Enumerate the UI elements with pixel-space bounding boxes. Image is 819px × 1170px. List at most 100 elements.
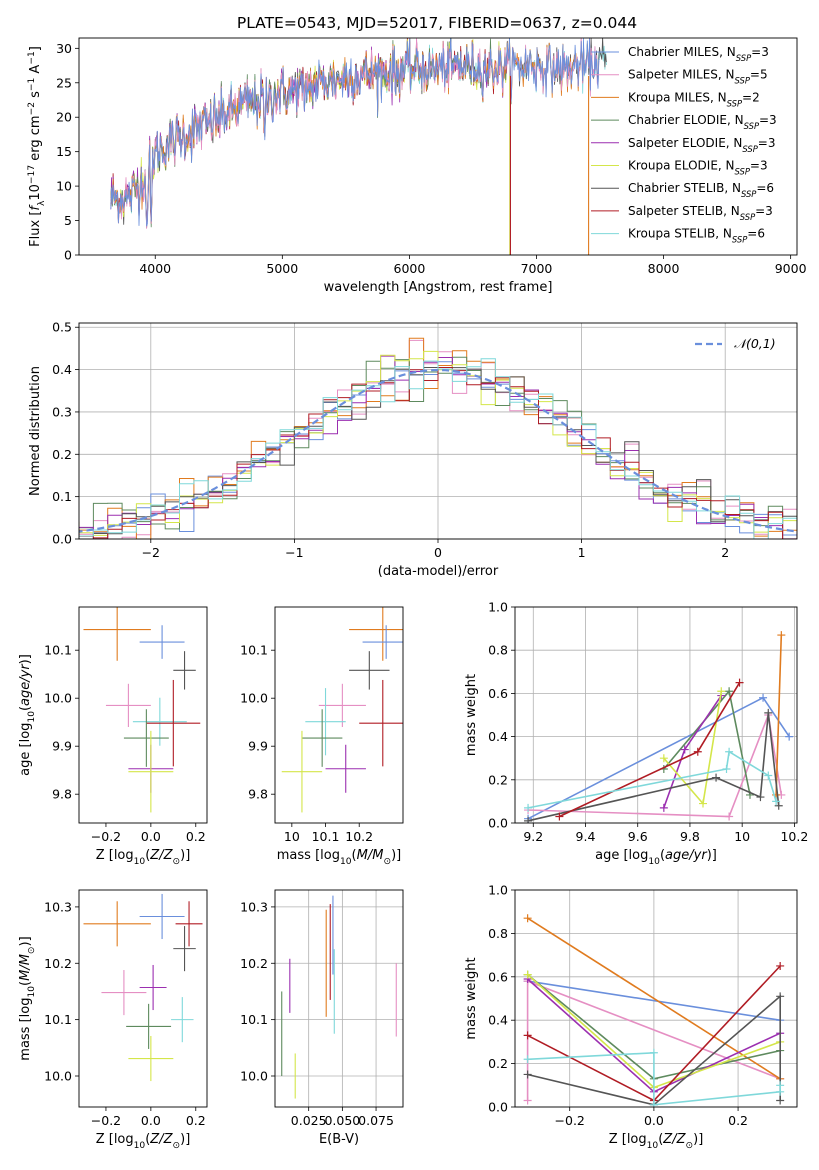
weight-marker — [523, 1031, 532, 1040]
legend-label: Kroupa STELIB, NSSP=6 — [628, 227, 765, 245]
x-axis-label: age [log10(age/yr)] — [595, 848, 717, 867]
x-axis-label: (data-model)/error — [378, 564, 499, 579]
x-tick-label: 10 — [734, 829, 750, 844]
y-axis-label: mass weight — [464, 957, 479, 1039]
weight-marker — [785, 732, 794, 741]
weight_vs_age-series — [524, 631, 794, 823]
grid — [275, 890, 403, 1107]
x-axis-label: wavelength [Angstrom, rest frame] — [324, 280, 553, 295]
legend-label: Chabrier STELIB, NSSP=6 — [628, 181, 774, 199]
weight-marker — [712, 773, 721, 782]
x-tick-label: 7000 — [521, 261, 553, 276]
normal-reference-curve — [79, 368, 797, 533]
x-tick-label: 0.0 — [141, 829, 161, 844]
weight-marker — [774, 801, 783, 810]
weight-line — [527, 1051, 782, 1106]
x-tick-label: −1 — [285, 545, 303, 560]
weight-marker — [722, 765, 731, 773]
y-tick-label: 0.4 — [52, 362, 72, 377]
weight-line — [775, 635, 783, 795]
weight-line — [527, 994, 782, 1106]
mass_vs_Z-points — [83, 893, 203, 1082]
y-tick-label: 10.0 — [44, 691, 72, 706]
age_vs_mass-points — [281, 607, 403, 813]
weight-marker — [717, 687, 726, 696]
weight-marker — [776, 961, 785, 970]
x-tick-label: 6000 — [394, 261, 426, 276]
weight-marker — [523, 1070, 532, 1079]
weight-marker — [659, 754, 668, 763]
spectrum-axes: 4000 5000 6000 7000 8000 9000 0 5 10 15 20 25 30 — [56, 41, 807, 276]
y-tick-label: 10 — [56, 179, 72, 194]
x-axis-label: E(B-V) — [319, 1132, 359, 1147]
y-tick-label: 0.8 — [488, 926, 508, 941]
x-tick-label: 2 — [721, 545, 729, 560]
y-axis-label: age [log10(age/yr)] — [18, 654, 37, 776]
y-tick-label: 10.2 — [240, 956, 268, 971]
weight-marker — [524, 803, 533, 812]
y-tick-label: 25 — [56, 75, 72, 90]
x-tick-label: 9.4 — [576, 829, 596, 844]
x-axis-label: Z [log10(Z/Z⊙)] — [609, 1132, 704, 1151]
weight-marker — [524, 816, 533, 823]
x-tick-label: 0.0 — [644, 1113, 664, 1128]
y-tick-label: 10.1 — [240, 643, 268, 658]
y-tick-label: 10.3 — [240, 899, 268, 914]
x-tick-label: 5000 — [266, 261, 298, 276]
weight-line — [528, 711, 783, 818]
age_vs_Z-points — [83, 607, 201, 813]
y-tick-label: 10.1 — [240, 1012, 268, 1027]
y-tick-label: 10.2 — [44, 956, 72, 971]
y-axis-label: mass [log10(M/M⊙)] — [18, 936, 37, 1060]
y-tick-label: 20 — [56, 110, 72, 125]
y-tick-label: 10.3 — [44, 899, 72, 914]
spectrum-series — [110, 38, 607, 222]
x-tick-label: 0.075 — [358, 1113, 394, 1128]
y-axis-label: Flux [fλ10−17 erg cm−2 s−1 A−1] — [27, 46, 47, 247]
mass_vs_Z-axes: −0.2 0.0 0.2 10.0 10.1 10.2 10.3 — [44, 899, 206, 1128]
y-tick-label: 5 — [64, 213, 72, 228]
x-tick-label: 9000 — [775, 261, 807, 276]
y-tick-label: 10.1 — [44, 643, 72, 658]
x-tick-label: 1 — [578, 545, 586, 560]
weight-line — [527, 980, 781, 1021]
y-tick-label: 0.0 — [488, 1100, 508, 1115]
x-tick-label: 10.2 — [780, 829, 808, 844]
y-tick-label: 10.1 — [44, 1012, 72, 1027]
weight-marker — [776, 1081, 785, 1090]
weight-line — [527, 712, 780, 822]
spectrum-legend: Chabrier MILES, NSSP=3 Salpeter MILES, NS… — [591, 45, 777, 245]
y-tick-label: 0.4 — [488, 1013, 508, 1028]
y-tick-label: 1.0 — [488, 600, 508, 615]
age_vs_Z-frame — [78, 606, 208, 824]
x-axis-label: Z [log10(Z/Z⊙)] — [96, 848, 191, 867]
y-tick-label: 0.0 — [52, 532, 72, 547]
x-axis-label: Z [log10(Z/Z⊙)] — [96, 1132, 191, 1151]
weight-marker — [693, 747, 702, 756]
y-tick-label: 10.0 — [240, 1069, 268, 1084]
x-tick-label: 10 — [284, 829, 300, 844]
weight-marker — [649, 1100, 658, 1107]
x-tick-label: 9.6 — [628, 829, 648, 844]
x-tick-label: −0.2 — [91, 829, 121, 844]
legend-label: Salpeter STELIB, NSSP=3 — [628, 204, 773, 222]
spectrum-frame — [78, 37, 798, 256]
x-tick-label: 0.025 — [291, 1113, 327, 1128]
x-tick-label: 0.0 — [141, 1113, 161, 1128]
y-tick-label: 0.2 — [488, 772, 508, 787]
y-tick-label: 30 — [56, 41, 72, 56]
y-tick-label: 0.2 — [52, 447, 72, 462]
y-tick-label: 9.9 — [52, 739, 72, 754]
weight-marker — [756, 793, 765, 802]
weight-marker — [649, 1048, 658, 1057]
legend-label: Salpeter MILES, NSSP=5 — [628, 68, 768, 86]
x-tick-label: −0.2 — [91, 1113, 121, 1128]
weight_vs_age-axes: 9.2 9.4 9.6 9.8 10 10.2 0.0 0.2 0.4 0.6 0.8 1.0 — [488, 600, 808, 845]
x-tick-label: 4000 — [139, 261, 171, 276]
weight-marker — [776, 992, 785, 1001]
y-tick-label: 10.0 — [240, 691, 268, 706]
weight-marker — [772, 797, 781, 806]
mass_vs_EBV-frame — [274, 889, 404, 1108]
